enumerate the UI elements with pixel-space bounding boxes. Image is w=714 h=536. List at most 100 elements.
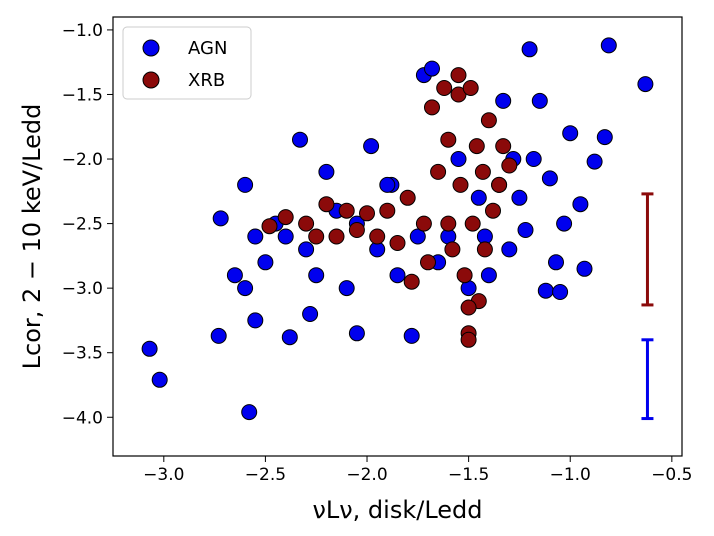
data-point-agn [141,340,158,357]
data-point-xrb [348,222,365,238]
data-point-agn [495,92,512,109]
data-point-agn [302,306,319,322]
data-point-agn [501,241,518,258]
data-point-xrb [308,228,325,245]
data-point-agn [348,325,365,342]
data-point-agn [548,254,564,271]
error-bar-xrb [641,192,654,307]
data-point-xrb [501,157,518,174]
y-axis-label: Lcor, 2 − 10 keV/Ledd [18,104,46,370]
data-point-agn [247,228,264,245]
data-point-agn [586,153,603,170]
legend-label-agn: AGN [188,38,227,59]
data-point-agn [298,241,315,258]
legend-marker-agn [142,39,160,57]
y-tick-label: −4.0 [62,408,103,428]
data-point-agn [281,329,298,346]
data-point-xrb [369,228,386,245]
data-layer [141,37,654,421]
data-point-agn [424,60,440,77]
data-point-xrb [491,176,508,193]
data-point-xrb [328,228,345,245]
data-point-agn [237,280,254,297]
data-point-agn [637,76,654,93]
data-point-agn [318,163,335,180]
data-point-agn [480,267,497,284]
x-tick-label: −3.0 [143,465,184,485]
legend-marker-xrb [142,71,160,89]
data-point-agn [210,327,227,344]
y-tick-label: −3.0 [62,279,103,299]
data-point-xrb [476,241,493,258]
y-tick-label: −3.5 [62,344,103,364]
data-point-xrb [460,331,477,348]
data-point-agn [237,176,254,193]
data-point-agn [226,267,243,284]
x-tick-label: −2.0 [346,465,387,485]
x-tick-label: −1.0 [550,465,591,485]
series-xrb [261,67,518,348]
error-bar-agn [641,338,654,421]
data-point-agn [151,371,168,388]
data-point-xrb [495,138,512,155]
data-point-xrb [379,202,396,219]
data-point-xrb [403,273,420,290]
data-point-agn [511,189,528,206]
data-point-agn [389,267,406,284]
data-point-agn [576,260,593,277]
data-point-agn [247,312,264,329]
data-point-xrb [450,86,467,103]
data-point-xrb [389,235,406,251]
data-point-agn [552,284,569,300]
data-point-agn [277,228,294,245]
data-point-agn [212,210,229,227]
data-point-agn [596,129,613,146]
data-point-agn [308,267,325,284]
data-point-agn [241,404,258,421]
data-point-xrb [464,215,481,232]
y-tick-label: −2.5 [62,215,103,235]
data-point-agn [379,176,396,193]
data-point-agn [537,282,554,299]
data-point-agn [562,125,579,142]
x-tick-label: −0.5 [651,465,692,485]
data-point-agn [292,131,308,148]
data-point-agn [531,92,548,109]
data-point-xrb [277,209,294,226]
y-tick-label: −1.5 [62,85,103,105]
data-point-xrb [359,205,375,222]
data-point-xrb [456,267,473,284]
data-point-xrb [298,215,315,232]
data-point-xrb [399,189,416,206]
data-point-xrb [436,80,453,96]
data-point-xrb [338,202,355,219]
data-point-agn [525,151,542,167]
y-tick-label: −2.0 [62,150,103,170]
data-point-agn [517,222,534,238]
legend-box [122,26,252,100]
data-point-agn [257,254,274,271]
data-point-xrb [480,112,497,129]
data-point-xrb [424,99,440,116]
x-tick-label: −1.5 [448,465,489,485]
data-point-agn [450,151,467,167]
data-point-agn [409,228,426,245]
data-point-agn [556,215,573,232]
x-axis-label: νLν, disk/Ledd [312,496,482,524]
data-point-xrb [415,215,432,232]
tick-layer: −3.0 −2.5 −2.0 −1.5 −1.0 −0.5 −1.0 −1.5 −2.0 −2.5… [62,21,693,485]
data-point-agn [572,196,589,213]
data-point-xrb [450,67,467,84]
data-point-xrb [420,254,436,271]
data-point-agn [363,138,380,155]
data-point-agn [521,41,538,58]
data-point-xrb [440,215,457,232]
data-point-xrb [468,138,485,155]
plot-frame [112,16,683,457]
legend: AGN XRB [122,26,252,100]
data-point-xrb [318,196,335,213]
y-tick-label: −1.0 [62,21,103,41]
data-point-xrb [430,163,447,180]
data-point-xrb [462,80,479,96]
